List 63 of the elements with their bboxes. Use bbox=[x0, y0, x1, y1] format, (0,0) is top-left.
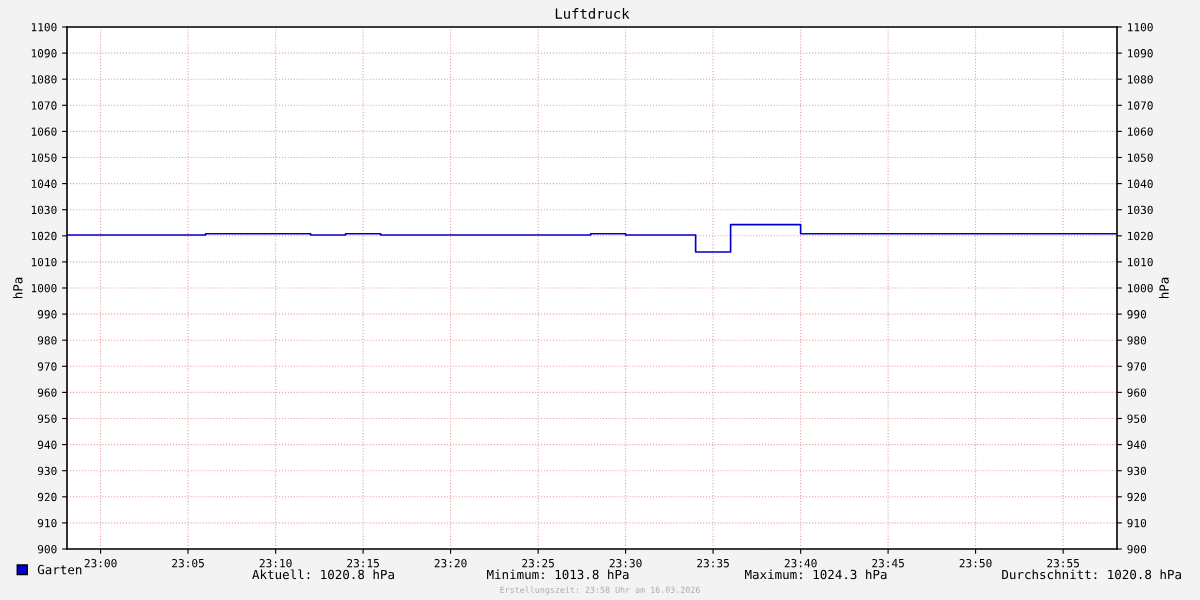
text: Minimum: 1013.8 hPa bbox=[487, 569, 629, 580]
y2-tick-label: 940 bbox=[1127, 440, 1147, 450]
y2-tick-label: 1040 bbox=[1128, 179, 1153, 189]
y-tick-label: 990 bbox=[37, 310, 57, 319]
y-tick-label: 940 bbox=[37, 440, 57, 450]
y2-tick-label: 1000 bbox=[1128, 284, 1153, 293]
x-tick-label: 23:25 bbox=[522, 558, 554, 568]
x-tick-label: 23:10 bbox=[259, 558, 292, 568]
y2-tick-label: 1090 bbox=[1128, 49, 1153, 58]
x-tick-label: 23:40 bbox=[784, 558, 817, 568]
y2-tick-label: 980 bbox=[1127, 336, 1147, 345]
x-tick-label: 23:20 bbox=[434, 558, 467, 568]
y2-tick-label: 1050 bbox=[1128, 153, 1153, 162]
y2-tick-label: 960 bbox=[1127, 388, 1147, 397]
x-tick-label: 23:30 bbox=[609, 558, 642, 568]
x-tick-label: 23:45 bbox=[872, 558, 904, 568]
y2-tick-label: 1070 bbox=[1128, 101, 1153, 110]
text: Maximum: 1024.3 hPa bbox=[745, 569, 887, 580]
y-tick-label: 910 bbox=[37, 518, 57, 528]
y-tick-label: 960 bbox=[37, 388, 57, 397]
y2-tick-label: 1010 bbox=[1128, 257, 1153, 267]
y-tick-label: 980 bbox=[37, 336, 57, 345]
y-tick-label: 920 bbox=[37, 492, 57, 502]
x-tick-label: 23:05 bbox=[172, 558, 204, 568]
y2-tick-label: 920 bbox=[1127, 492, 1147, 502]
y-tick-label: 930 bbox=[37, 466, 57, 476]
y-tick-label: 1070 bbox=[31, 101, 57, 110]
text: Erstellungszeit: 23:58 Uhr am 16.03.2026 bbox=[500, 586, 700, 595]
y-tick-label: 1060 bbox=[31, 127, 57, 136]
x-tick-label: 23:00 bbox=[84, 558, 117, 568]
chart-title: Luftdruck bbox=[555, 8, 630, 19]
y-tick-label: 1090 bbox=[31, 49, 57, 58]
y-tick-label: 1010 bbox=[31, 257, 57, 267]
y2-tick-label: 1100 bbox=[1128, 23, 1153, 32]
y2-tick-label: 950 bbox=[1127, 414, 1147, 423]
y2-tick-label: 930 bbox=[1127, 466, 1147, 476]
x-tick-label: 23:15 bbox=[347, 558, 379, 568]
y-tick-label: 950 bbox=[37, 414, 57, 423]
text: Durchschnitt: 1020.8 hPa bbox=[1002, 569, 1181, 580]
y2-tick-label: 1080 bbox=[1128, 75, 1153, 84]
x-tick-label: 23:50 bbox=[959, 558, 992, 568]
y2-axis-title: hPa bbox=[1159, 277, 1169, 299]
x-tick-label: 23:35 bbox=[697, 558, 729, 568]
y2-tick-label: 1060 bbox=[1128, 127, 1153, 136]
y-tick-label: 1050 bbox=[31, 153, 57, 162]
legend-label: Garten bbox=[37, 564, 82, 575]
y-tick-label: 900 bbox=[37, 545, 57, 554]
y-axis-title: hPa bbox=[12, 277, 23, 299]
y2-tick-label: 910 bbox=[1127, 518, 1147, 528]
y2-tick-label: 990 bbox=[1127, 310, 1147, 319]
y-tick-label: 970 bbox=[37, 362, 57, 371]
y-tick-label: 1000 bbox=[31, 284, 57, 293]
y2-tick-label: 900 bbox=[1127, 545, 1147, 554]
y-tick-label: 1020 bbox=[31, 231, 57, 241]
y-tick-label: 1040 bbox=[31, 179, 57, 189]
y2-tick-label: 1020 bbox=[1128, 231, 1153, 241]
y-tick-label: 1080 bbox=[31, 75, 57, 84]
y2-tick-label: 1030 bbox=[1128, 205, 1153, 215]
x-tick-label: 23:55 bbox=[1047, 558, 1079, 568]
y-tick-label: 1030 bbox=[31, 205, 57, 215]
text: Aktuell: 1020.8 hPa bbox=[252, 569, 394, 580]
y2-tick-label: 970 bbox=[1127, 362, 1147, 371]
y-tick-label: 1100 bbox=[31, 23, 57, 32]
